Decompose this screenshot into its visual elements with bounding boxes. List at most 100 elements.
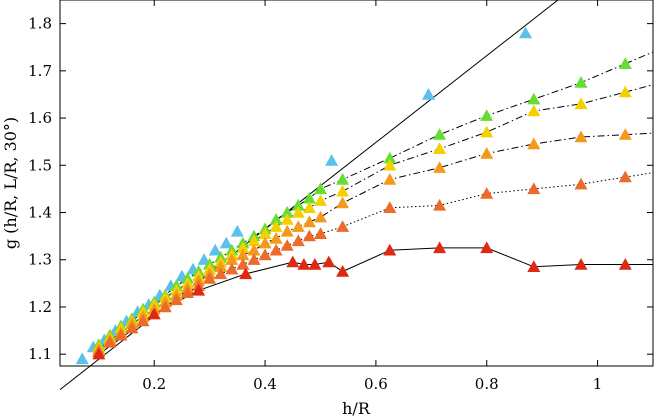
data-point-series-2 [302, 201, 316, 213]
data-point-series-3 [383, 173, 397, 185]
data-point-series-0 [325, 154, 339, 166]
y-tick-label: 1.7 [28, 62, 52, 80]
data-point-series-3 [314, 210, 327, 223]
data-point-series-3 [236, 248, 250, 261]
data-point-series-2 [383, 158, 397, 171]
x-axis-title: h/R [342, 399, 371, 418]
plot-area [59, 0, 654, 391]
data-point-series-4 [181, 286, 194, 298]
data-point-series-4 [258, 248, 272, 261]
data-point-series-4 [314, 227, 327, 239]
series-line-tail [625, 84, 654, 93]
data-point-series-4 [269, 243, 283, 256]
data-point-series-5 [336, 265, 350, 277]
y-tick-label: 1.1 [28, 345, 52, 363]
data-point-series-4 [383, 201, 397, 213]
data-point-series-0 [219, 236, 233, 249]
data-point-series-4 [103, 335, 117, 348]
y-tick-label: 1.5 [28, 156, 52, 174]
x-tick-label: 0.4 [253, 375, 277, 393]
data-point-series-2 [291, 206, 305, 218]
x-tick-label: 0.8 [475, 375, 499, 393]
data-point-series-5 [147, 307, 161, 320]
data-point-series-4 [618, 170, 632, 183]
data-point-series-4 [433, 198, 447, 211]
series-line-2 [98, 91, 626, 348]
data-point-series-2 [236, 241, 250, 254]
data-point-series-3 [480, 147, 494, 159]
data-point-series-4 [114, 328, 128, 341]
data-point-series-4 [247, 253, 261, 265]
x-axis: 0.2 0.4 0.6 0.8 1 [142, 0, 602, 393]
data-point-series-5 [433, 241, 447, 254]
data-point-series-1 [480, 109, 494, 121]
data-point-series-2 [258, 227, 272, 239]
data-point-series-5 [322, 255, 336, 268]
x-tick-label: 1 [593, 375, 603, 393]
data-point-series-4 [291, 234, 305, 247]
y-tick-label: 1.4 [28, 204, 52, 222]
data-point-series-3 [247, 243, 261, 256]
data-point-series-3 [291, 220, 305, 232]
data-point-series-0 [197, 253, 211, 265]
data-point-series-1 [302, 191, 316, 204]
data-point-series-4 [225, 262, 239, 275]
data-point-series-2 [336, 184, 350, 197]
data-point-series-5 [480, 241, 494, 254]
data-point-series-2 [280, 213, 294, 225]
data-point-series-3 [225, 253, 239, 265]
series-line-4 [98, 176, 626, 353]
series-line-tail [625, 51, 654, 65]
data-point-series-4 [280, 239, 294, 251]
plot-frame [59, 0, 654, 367]
data-point-series-1 [269, 213, 283, 225]
data-point-series-1 [280, 206, 294, 218]
data-point-series-3 [269, 232, 283, 244]
data-point-series-5 [286, 255, 300, 268]
data-point-series-4 [527, 182, 541, 195]
data-point-series-0 [422, 88, 435, 100]
data-point-series-4 [125, 321, 139, 334]
data-point-series-3 [302, 215, 316, 228]
data-point-series-4 [302, 229, 316, 242]
data-points-group [75, 26, 632, 365]
data-point-series-5 [308, 258, 322, 270]
series-line-tail [625, 132, 654, 136]
data-point-series-2 [314, 194, 327, 206]
data-point-series-4 [236, 258, 250, 270]
data-point-series-0 [519, 26, 532, 39]
data-point-series-4 [336, 220, 350, 232]
x-tick-label: 0.2 [142, 375, 166, 393]
data-point-series-2 [433, 142, 447, 154]
data-point-series-4 [169, 293, 183, 306]
data-point-series-2 [269, 220, 283, 232]
data-point-series-4 [203, 272, 217, 284]
data-point-series-4 [136, 314, 150, 327]
data-point-series-1 [433, 128, 447, 140]
x-tick-label: 0.6 [364, 375, 388, 393]
y-axis-title: g (h/R, L/R, 30°) [1, 117, 20, 249]
data-point-series-2 [618, 85, 632, 98]
data-point-series-1 [291, 198, 305, 211]
data-point-series-5 [239, 267, 253, 280]
data-point-series-5 [92, 347, 106, 360]
data-point-series-5 [192, 283, 206, 296]
data-point-series-3 [258, 236, 272, 249]
data-point-series-3 [280, 224, 294, 237]
data-point-series-5 [527, 260, 541, 272]
data-point-series-5 [297, 258, 311, 270]
data-point-series-1 [527, 92, 541, 105]
y-tick-label: 1.3 [28, 251, 52, 269]
data-point-series-5 [383, 243, 397, 256]
data-point-series-0 [230, 224, 244, 237]
data-point-series-0 [208, 243, 222, 256]
data-point-series-1 [383, 151, 397, 164]
data-point-series-1 [574, 76, 588, 88]
data-point-series-1 [618, 57, 632, 69]
y-tick-label: 1.2 [28, 298, 52, 316]
data-point-series-1 [336, 173, 350, 185]
data-point-series-0 [75, 352, 89, 365]
data-point-series-1 [314, 182, 327, 195]
data-point-series-4 [480, 187, 494, 199]
